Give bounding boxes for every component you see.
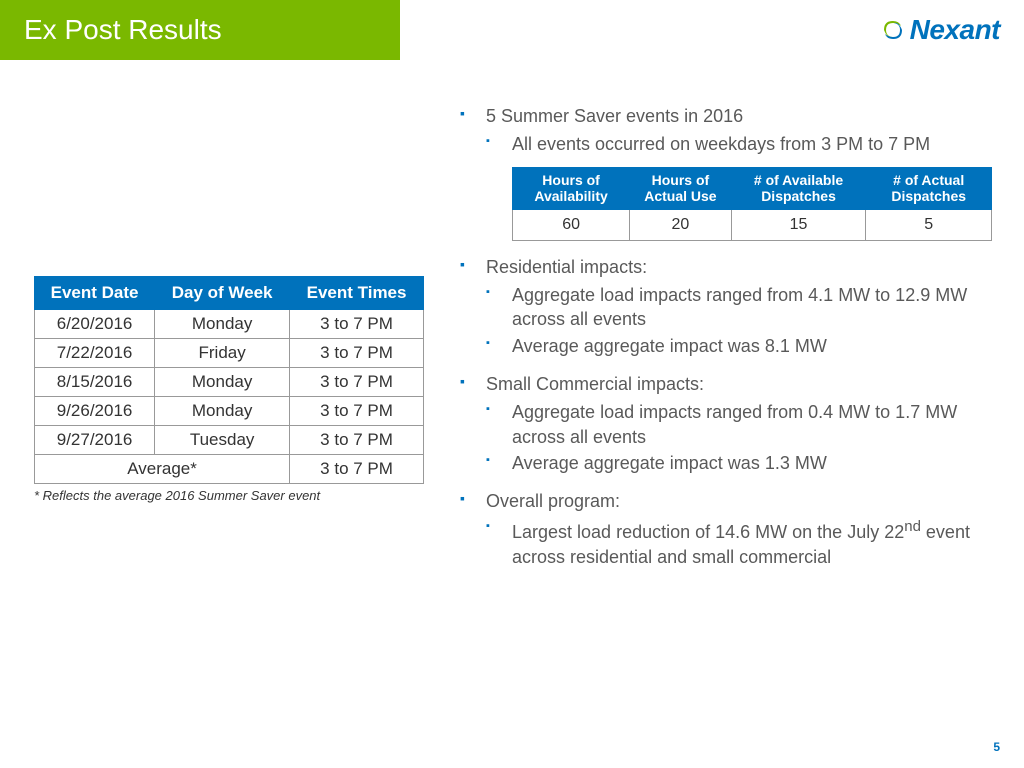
sub-bullet-item: Largest load reduction of 14.6 MW on the…: [486, 517, 990, 569]
sub-bullet-item: Average aggregate impact was 1.3 MW: [486, 451, 990, 475]
sub-bullet-item: Aggregate load impacts ranged from 0.4 M…: [486, 400, 990, 449]
col-event-date: Event Date: [35, 277, 155, 310]
col-event-times: Event Times: [290, 277, 424, 310]
bullet-item: Small Commercial impacts: Aggregate load…: [460, 372, 990, 475]
table-row: 9/26/2016Monday3 to 7 PM: [35, 397, 424, 426]
events-table-block: Event Date Day of Week Event Times 6/20/…: [34, 276, 424, 503]
logo-swirl-icon: [880, 17, 906, 43]
table-row: 9/27/2016Tuesday3 to 7 PM: [35, 426, 424, 455]
table-row: 60 20 15 5: [513, 210, 992, 241]
stats-table: Hours of Availability Hours of Actual Us…: [512, 167, 992, 241]
table-row: 6/20/2016Monday3 to 7 PM: [35, 310, 424, 339]
col-day-of-week: Day of Week: [155, 277, 290, 310]
sub-bullet-item: Average aggregate impact was 8.1 MW: [486, 334, 990, 358]
table-footnote: * Reflects the average 2016 Summer Saver…: [34, 488, 424, 503]
bullet-item: Residential impacts: Aggregate load impa…: [460, 255, 990, 358]
brand-logo: Nexant: [880, 14, 1000, 46]
sub-bullet-item: Aggregate load impacts ranged from 4.1 M…: [486, 283, 990, 332]
table-summary-row: Average*3 to 7 PM: [35, 455, 424, 484]
logo-text: Nexant: [910, 14, 1000, 46]
col-hours-use: Hours of Actual Use: [630, 167, 732, 210]
table-row: 8/15/2016Monday3 to 7 PM: [35, 368, 424, 397]
col-hours-avail: Hours of Availability: [513, 167, 630, 210]
slide-title: Ex Post Results: [0, 0, 400, 60]
bullet-item: 5 Summer Saver events in 2016 All events…: [460, 104, 990, 241]
events-table: Event Date Day of Week Event Times 6/20/…: [34, 276, 424, 484]
col-actual-dispatch: # of Actual Dispatches: [866, 167, 992, 210]
col-avail-dispatch: # of Available Dispatches: [731, 167, 866, 210]
sub-bullet-item: All events occurred on weekdays from 3 P…: [486, 132, 990, 156]
bullet-item: Overall program: Largest load reduction …: [460, 489, 990, 569]
bullet-content: 5 Summer Saver events in 2016 All events…: [460, 104, 990, 583]
table-row: 7/22/2016Friday3 to 7 PM: [35, 339, 424, 368]
page-number: 5: [993, 740, 1000, 754]
